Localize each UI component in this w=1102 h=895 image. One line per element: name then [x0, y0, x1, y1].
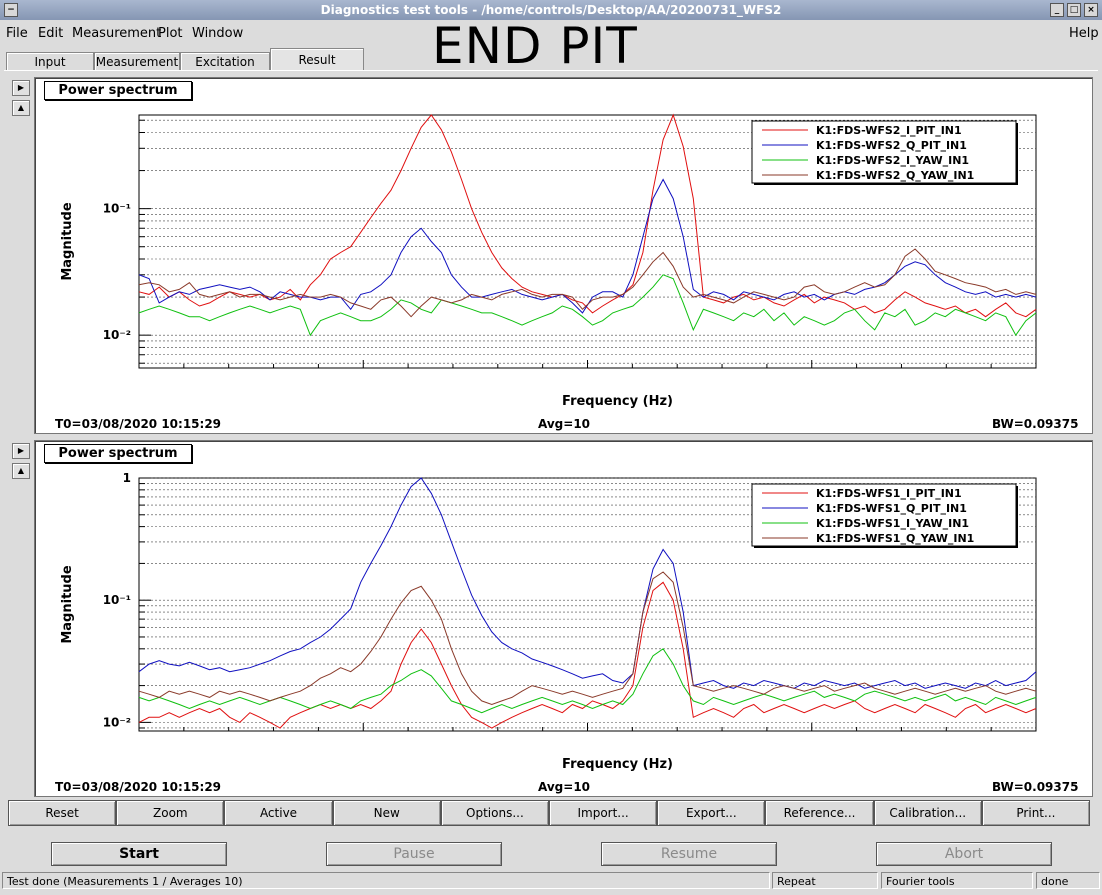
legend-label: K1:FDS-WFS2_Q_PIT_IN1	[816, 139, 967, 152]
title-bar: − Diagnostics test tools - /home/control…	[0, 0, 1102, 20]
abort-button[interactable]: Abort	[876, 842, 1052, 866]
options-button[interactable]: Options...	[440, 800, 550, 826]
start-button[interactable]: Start	[51, 842, 227, 866]
bw-readout: BW=0.09375	[992, 417, 1079, 431]
status-bar: Test done (Measurements 1 / Averages 10)…	[0, 871, 1102, 891]
series-line	[138, 113, 1037, 318]
status-type: Fourier tools	[881, 872, 1033, 889]
menu-edit[interactable]: Edit	[38, 26, 64, 41]
y-tick-label: 1	[123, 471, 131, 485]
y-axis-label: Magnitude	[60, 202, 75, 281]
minimize-button[interactable]: _	[1050, 3, 1064, 17]
x-axis-label: Frequency (Hz)	[562, 757, 673, 772]
menu-window[interactable]: Window	[192, 26, 244, 41]
menu-help[interactable]: Help	[1069, 26, 1099, 41]
avg-readout: Avg=10	[538, 417, 591, 431]
series-line	[138, 477, 1037, 689]
plot-panel-1: Power spectrum 10⁻¹ 10⁻² Frequency (Hz) Mag…	[34, 77, 1093, 434]
tab-input[interactable]: Input	[6, 52, 94, 71]
window-title: Diagnostics test tools - /home/controls/…	[320, 3, 782, 17]
series-line	[138, 274, 1037, 337]
pause-button[interactable]: Pause	[326, 842, 502, 866]
tab-divider	[4, 70, 1098, 71]
legend-label: K1:FDS-WFS1_Q_PIT_IN1	[816, 502, 967, 515]
maximize-button[interactable]: □	[1067, 3, 1081, 17]
legend-label: K1:FDS-WFS1_I_PIT_IN1	[816, 487, 962, 500]
import-button[interactable]: Import...	[549, 800, 658, 826]
series-line	[138, 648, 1037, 714]
legend-label: K1:FDS-WFS1_I_YAW_IN1	[816, 517, 969, 530]
status-mode: Repeat	[772, 872, 878, 889]
collapse-arrow-icon[interactable]: ▲	[12, 100, 30, 116]
status-state: done	[1036, 872, 1100, 889]
tab-result[interactable]: Result	[270, 48, 364, 71]
active-button[interactable]: Active	[224, 800, 333, 826]
spectrum-chart[interactable]: 1 10⁻¹ 10⁻² Frequency (Hz) Magnitude K1:FDS-W…	[35, 441, 1092, 796]
resume-button[interactable]: Resume	[601, 842, 777, 866]
y-tick-label: 10⁻¹	[103, 202, 131, 216]
reset-button[interactable]: Reset	[8, 800, 117, 826]
tab-measurement[interactable]: Measurement	[94, 52, 180, 71]
new-button[interactable]: New	[332, 800, 441, 826]
plot-title: Power spectrum	[44, 81, 192, 100]
avg-readout: Avg=10	[538, 780, 591, 794]
legend-label: K1:FDS-WFS1_Q_YAW_IN1	[816, 532, 974, 545]
reference-button[interactable]: Reference...	[765, 800, 874, 826]
export-button[interactable]: Export...	[657, 800, 766, 826]
plot-title: Power spectrum	[44, 444, 192, 463]
zoom-button[interactable]: Zoom	[116, 800, 225, 826]
y-axis-label: Magnitude	[60, 565, 75, 644]
t0-readout: T0=03/08/2020 10:15:29	[55, 780, 222, 794]
x-axis-label: Frequency (Hz)	[562, 394, 673, 409]
plot-toolbar: Reset Zoom Active New Options... Import.…	[8, 800, 1091, 826]
series-line	[138, 571, 1037, 706]
spectrum-chart[interactable]: 10⁻¹ 10⁻² Frequency (Hz) Magnitude K1:FDS-WF…	[35, 78, 1092, 433]
legend-label: K1:FDS-WFS2_Q_YAW_IN1	[816, 169, 974, 182]
series-line	[138, 248, 1037, 318]
series-line	[138, 581, 1037, 729]
overlay-label: END PIT	[432, 17, 638, 75]
window-menu-button[interactable]: −	[4, 3, 18, 17]
expand-arrow-icon[interactable]: ▶	[12, 443, 30, 459]
tab-excitation[interactable]: Excitation	[180, 52, 270, 71]
collapse-arrow-icon[interactable]: ▲	[12, 463, 30, 479]
menu-plot[interactable]: Plot	[158, 26, 183, 41]
legend-label: K1:FDS-WFS2_I_PIT_IN1	[816, 124, 962, 137]
print-button[interactable]: Print...	[981, 800, 1091, 826]
t0-readout: T0=03/08/2020 10:15:29	[55, 417, 222, 431]
legend	[751, 120, 1017, 184]
bw-readout: BW=0.09375	[992, 780, 1079, 794]
legend	[751, 483, 1017, 547]
calibration-button[interactable]: Calibration...	[873, 800, 982, 826]
menu-measurement[interactable]: Measurement	[72, 26, 162, 41]
y-tick-label: 10⁻²	[103, 715, 131, 729]
menu-file[interactable]: File	[6, 26, 28, 41]
plot-panel-2: Power spectrum 1 10⁻¹ 10⁻² Frequency (Hz) Ma…	[34, 440, 1093, 797]
y-tick-label: 10⁻²	[103, 328, 131, 342]
menu-bar: File Edit Measurement Plot Window Help	[0, 22, 1102, 44]
legend-label: K1:FDS-WFS2_I_YAW_IN1	[816, 154, 969, 167]
expand-arrow-icon[interactable]: ▶	[12, 80, 30, 96]
status-message: Test done (Measurements 1 / Averages 10)	[2, 872, 770, 889]
close-button[interactable]: ×	[1084, 3, 1098, 17]
y-tick-label: 10⁻¹	[103, 593, 131, 607]
